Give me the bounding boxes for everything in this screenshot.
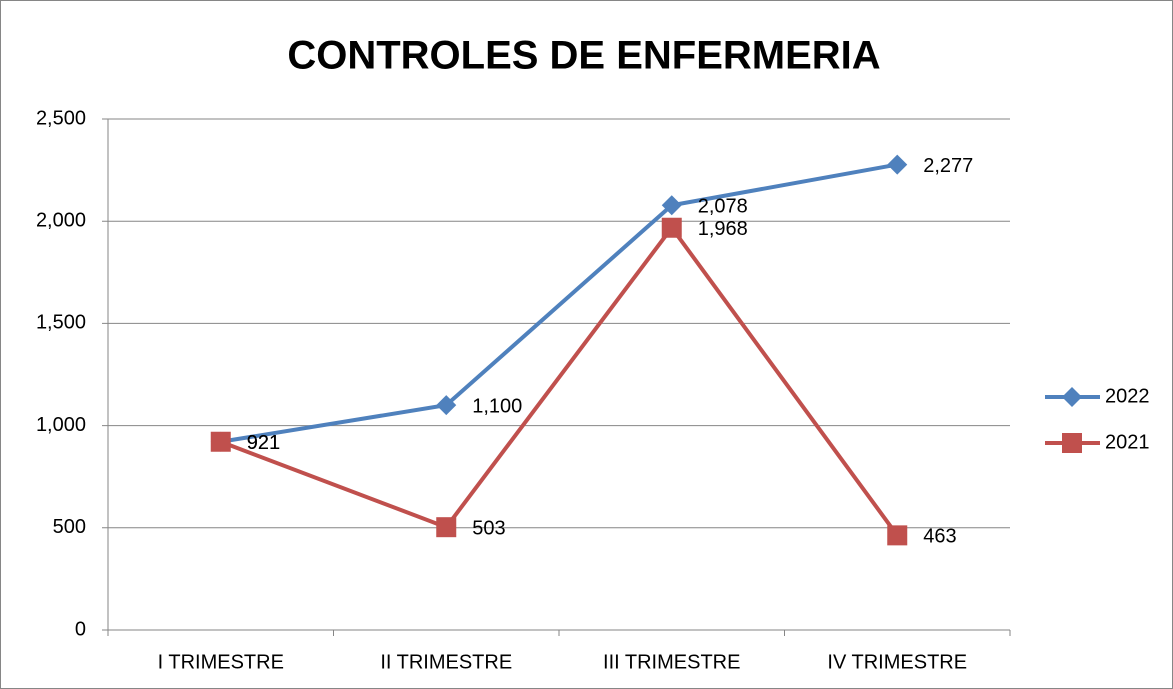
- data-label: 503: [472, 517, 505, 539]
- data-label: 2,078: [698, 196, 748, 218]
- data-label: 463: [923, 526, 956, 548]
- y-tick-label: 2,500: [36, 107, 86, 129]
- y-tick-label: 2,000: [36, 209, 86, 231]
- marker: [887, 525, 908, 546]
- series-line: [220, 224, 899, 537]
- series-line: [220, 162, 898, 444]
- marker: [1062, 433, 1082, 453]
- legend-label: 2021: [1105, 431, 1150, 453]
- data-label: 921: [247, 432, 280, 454]
- marker: [887, 154, 908, 175]
- legend-label: 2022: [1105, 385, 1150, 407]
- marker: [661, 217, 682, 238]
- marker: [661, 195, 682, 216]
- marker: [436, 395, 457, 416]
- marker: [436, 517, 457, 538]
- x-tick-label: I TRIMESTRE: [158, 651, 284, 673]
- y-tick-label: 500: [53, 516, 86, 538]
- y-tick-label: 1,000: [36, 414, 86, 436]
- x-tick-label: III TRIMESTRE: [603, 651, 740, 673]
- data-label: 1,968: [698, 218, 748, 240]
- data-label: 2,277: [923, 155, 973, 177]
- marker: [210, 431, 231, 452]
- data-label: 1,100: [472, 395, 522, 417]
- x-tick-label: II TRIMESTRE: [380, 651, 512, 673]
- marker: [1062, 387, 1082, 407]
- x-tick-label: IV TRIMESTRE: [827, 651, 967, 673]
- chart-title: CONTROLES DE ENFERMERIA: [287, 34, 880, 78]
- y-tick-label: 1,500: [36, 312, 86, 334]
- y-tick-label: 0: [75, 618, 86, 640]
- data-label: 921: [247, 432, 280, 454]
